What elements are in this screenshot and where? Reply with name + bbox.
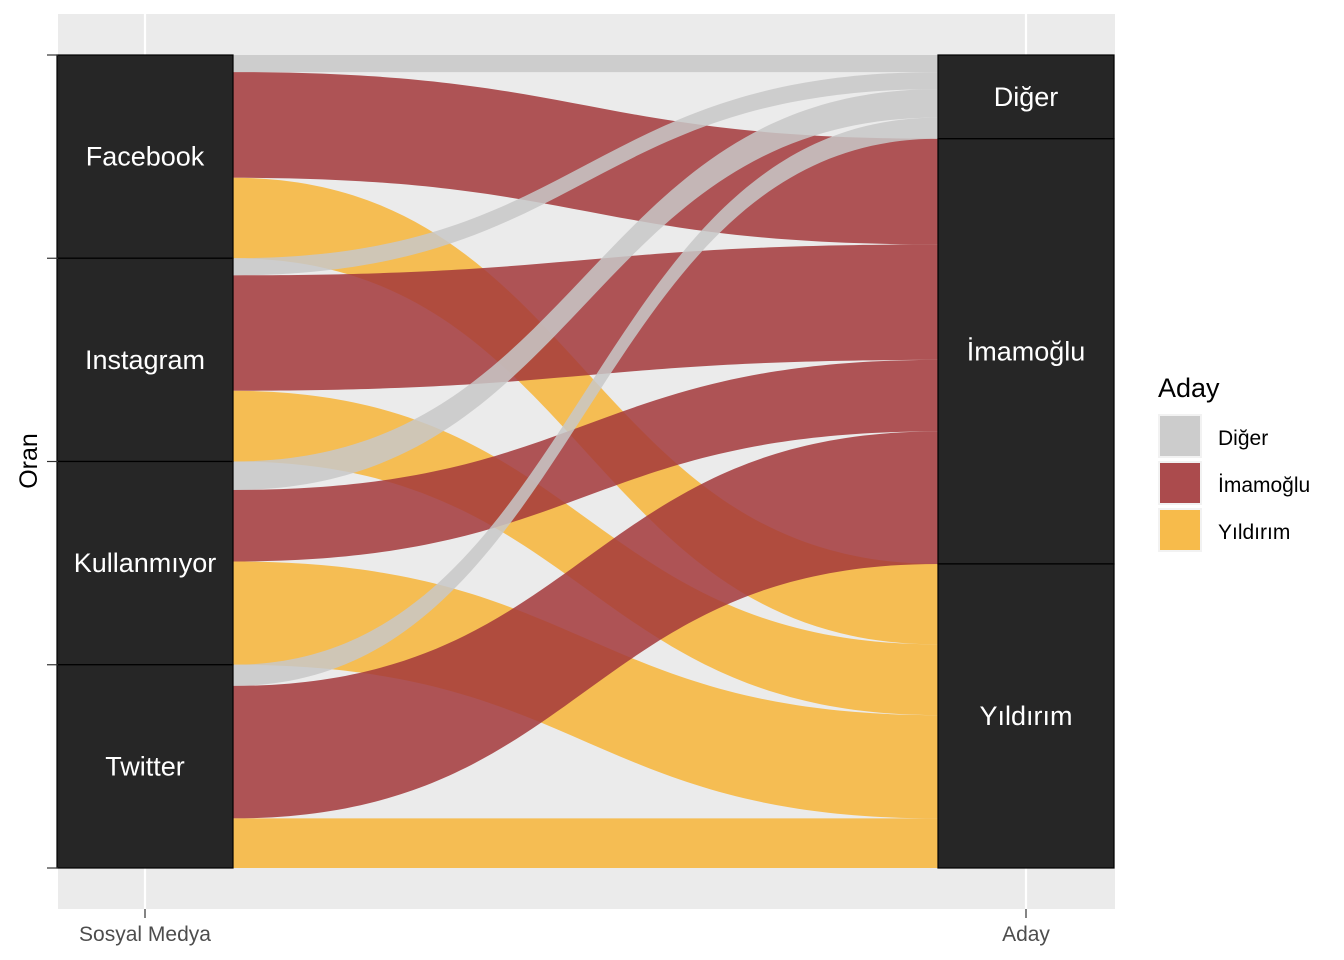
flow-instagram-dig-er xyxy=(233,72,938,276)
stratum-left-kullanm-yor xyxy=(56,460,234,666)
flow-instagram-i-mamog-lu xyxy=(233,244,938,391)
flow-twitter-i-mamog-lu xyxy=(233,431,938,819)
flow-twitter-y-ld-r-m xyxy=(233,818,938,868)
stratum-label-i-mamog-lu: İmamoğlu xyxy=(967,335,1086,366)
legend-label-y-ld-r-m: Yıldırım xyxy=(1218,521,1290,544)
flow-twitter-dig-er xyxy=(233,117,938,686)
y-axis-title: Oran xyxy=(15,433,43,489)
stratum-right-i-mamog-lu xyxy=(937,138,1115,565)
stratum-right-y-ld-r-m xyxy=(937,563,1115,869)
flow-facebook-i-mamog-lu xyxy=(233,72,938,245)
stratum-label-y-ld-r-m: Yıldırım xyxy=(979,701,1072,731)
axes-layer: Sosyal Medya Aday xyxy=(47,54,1050,946)
stratum-label-twitter: Twitter xyxy=(105,751,185,781)
legend-swatch-i-mamog-lu xyxy=(1160,463,1200,503)
flow-kullanm-yor-i-mamog-lu xyxy=(233,359,938,562)
stratum-left-facebook xyxy=(56,54,234,259)
flow-facebook-dig-er xyxy=(233,55,938,73)
stratum-label-facebook: Facebook xyxy=(86,142,205,172)
legend: Aday Diğer İmamoğlu Yıldırım xyxy=(1158,373,1310,552)
legend-label-i-mamog-lu: İmamoğlu xyxy=(1218,474,1310,497)
strata-layer: Facebook Instagram Kullanmıyor Twitter Diğer… xyxy=(56,54,1115,869)
stratum-left-twitter xyxy=(56,664,234,869)
legend-swatch-y-ld-r-m xyxy=(1160,510,1200,550)
flow-instagram-y-ld-r-m xyxy=(233,390,938,716)
legend-swatch-dig-er xyxy=(1160,416,1200,456)
stratum-label-dig-er: Diğer xyxy=(994,82,1059,112)
stratum-label-kullanm-yor: Kullanmıyor xyxy=(74,548,217,578)
x-tick-label-aday: Aday xyxy=(1002,923,1050,946)
stratum-left-instagram xyxy=(56,257,234,463)
x-tick-label-sosyal-medya: Sosyal Medya xyxy=(79,923,211,946)
stratum-label-instagram: Instagram xyxy=(85,345,205,375)
legend-label-dig-er: Diğer xyxy=(1218,427,1268,450)
legend-title: Aday xyxy=(1158,373,1220,403)
flow-kullanm-yor-dig-er xyxy=(233,89,938,490)
flows-layer xyxy=(233,55,938,868)
